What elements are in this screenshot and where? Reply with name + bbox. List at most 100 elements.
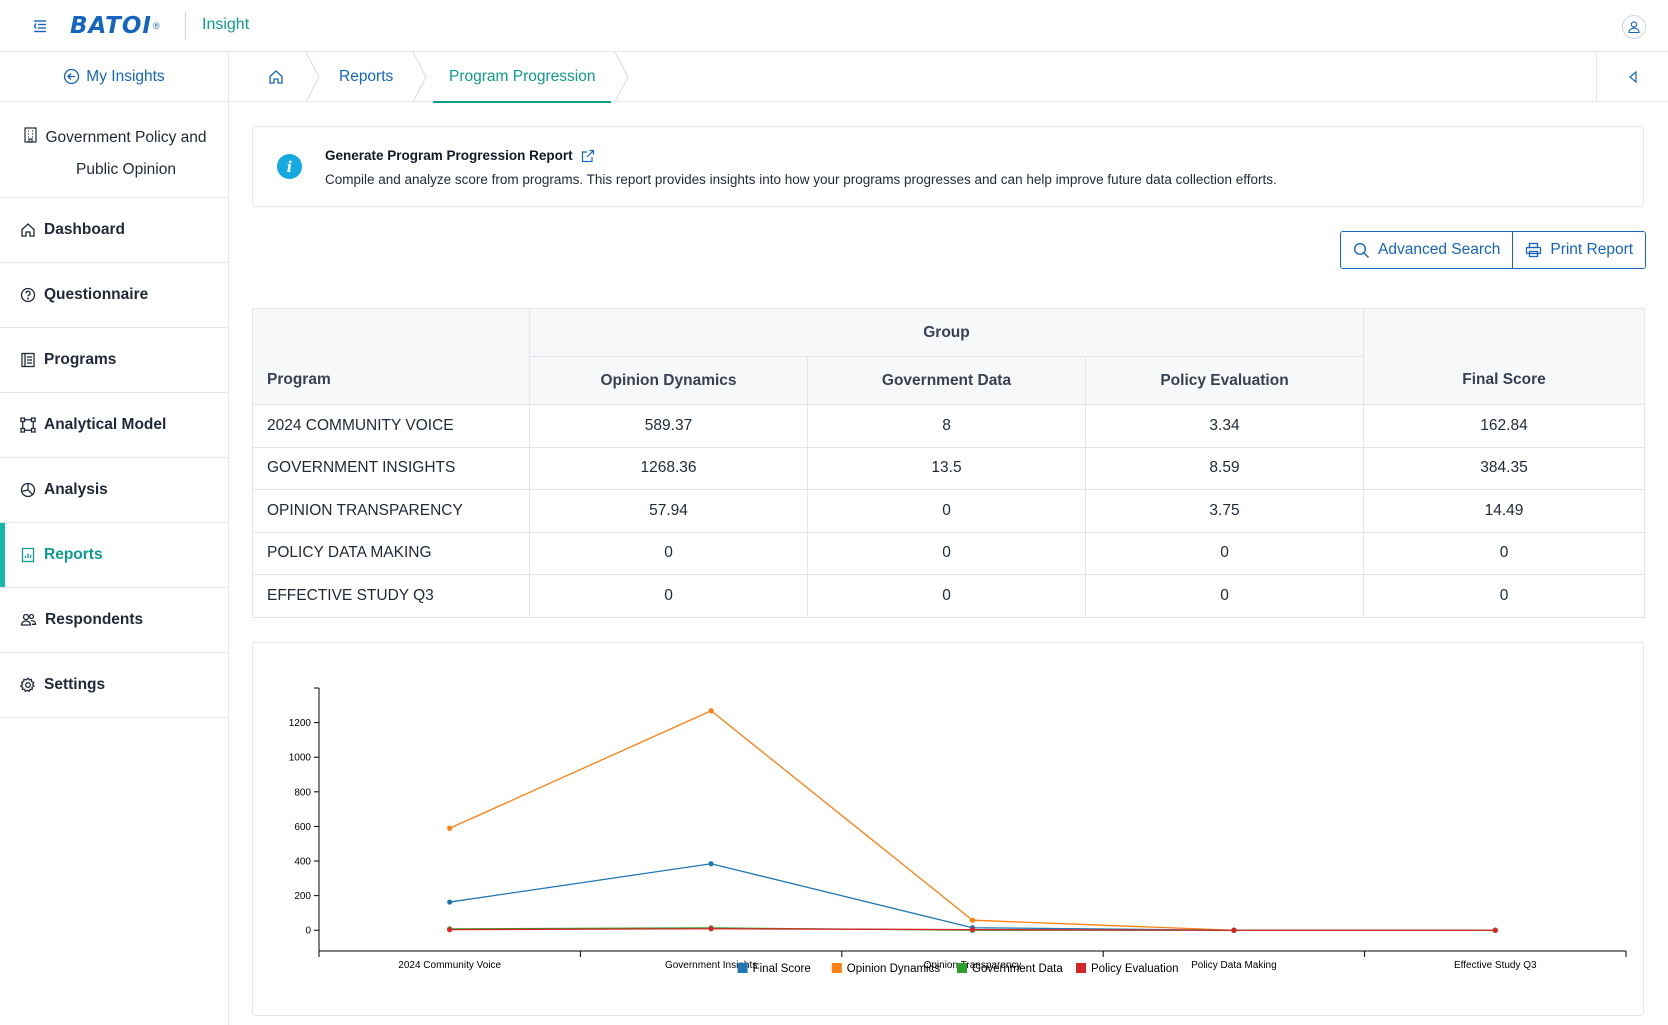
- column-header-program: Program: [252, 308, 530, 405]
- users-icon: [20, 613, 37, 626]
- x-tick-label: 2024 Community Voice: [398, 960, 501, 971]
- legend-swatch: [831, 963, 842, 973]
- print-report-button[interactable]: Print Report: [1512, 232, 1646, 268]
- table-row: 2024 COMMUNITY VOICE 589.37 8 3.34 162.8…: [252, 404, 1646, 448]
- y-tick-label: 600: [294, 822, 311, 833]
- column-header-opinion-dynamics: Opinion Dynamics: [529, 356, 808, 405]
- cell-final-score: 0: [1363, 531, 1646, 575]
- progression-table: Program Group Final Score Opinion Dynami…: [252, 308, 1646, 618]
- cell-government-data: 0: [807, 531, 1086, 575]
- building-icon: [24, 127, 37, 143]
- workspace-title: Government Policy and Public Opinion: [0, 102, 228, 198]
- data-point-policy-evaluation: [1492, 927, 1498, 933]
- user-profile-button[interactable]: [1622, 15, 1646, 39]
- sidebar-item-dashboard[interactable]: Dashboard: [0, 198, 228, 263]
- sidebar-item-label: Reports: [44, 546, 103, 563]
- y-tick-label: 0: [305, 926, 311, 937]
- legend-label: Government Data: [972, 963, 1063, 975]
- cell-opinion-dynamics: 57.94: [529, 489, 808, 533]
- home-icon: [21, 223, 35, 237]
- data-point-policy-evaluation: [447, 927, 453, 933]
- info-banner: i Generate Program Progression Report Co…: [252, 126, 1644, 207]
- cell-opinion-dynamics: 0: [529, 531, 808, 575]
- model-icon: [20, 417, 36, 433]
- menu-toggle-icon[interactable]: [30, 16, 50, 36]
- column-header-government-data: Government Data: [807, 356, 1086, 405]
- sidebar-item-reports[interactable]: Reports: [0, 523, 228, 588]
- report-actions: Advanced Search Print Report: [1340, 231, 1647, 269]
- cell-program: EFFECTIVE STUDY Q3: [252, 574, 530, 618]
- data-point-opinion-dynamics: [969, 917, 976, 923]
- y-tick-label: 400: [294, 857, 311, 868]
- sidebar-item-label: Analysis: [44, 481, 108, 498]
- my-insights-link[interactable]: My Insights: [0, 52, 228, 102]
- progression-line-chart: 0 200 400 600 800 1000 1200 2024 Community Voic…: [289, 687, 1627, 975]
- table-row: POLICY DATA MAKING 0 0 0 0: [252, 531, 1646, 575]
- breadcrumb-reports[interactable]: Reports: [339, 68, 394, 85]
- y-tick-label: 200: [294, 891, 311, 902]
- legend-swatch: [737, 963, 748, 973]
- cell-opinion-dynamics: 589.37: [529, 404, 808, 448]
- x-tick-label: Effective Study Q3: [1454, 960, 1537, 971]
- y-tick-label: 1200: [289, 718, 312, 729]
- sidebar-item-respondents[interactable]: Respondents: [0, 588, 228, 653]
- sidebar-item-programs[interactable]: Programs: [0, 328, 228, 393]
- cell-final-score: 384.35: [1363, 446, 1646, 490]
- cell-policy-evaluation: 0: [1084, 531, 1365, 575]
- sidebar-item-label: Programs: [44, 351, 117, 368]
- breadcrumb-separator-icon: [305, 52, 320, 102]
- cell-policy-evaluation: 0: [1084, 574, 1365, 618]
- collapse-panel-button[interactable]: [1596, 52, 1668, 102]
- legend-label: Final Score: [753, 963, 811, 975]
- breadcrumb-separator-icon: [614, 52, 629, 102]
- workspace-line-1: Government Policy and: [45, 129, 207, 146]
- x-tick-label: Government Insights: [665, 960, 757, 971]
- cell-government-data: 0: [807, 574, 1086, 618]
- cell-policy-evaluation: 8.59: [1084, 446, 1365, 490]
- logo-divider: [185, 12, 186, 40]
- sidebar-item-label: Dashboard: [44, 221, 125, 238]
- sidebar-item-questionnaire[interactable]: Questionnaire: [0, 263, 228, 328]
- user-icon: [1628, 21, 1640, 34]
- sidebar-item-settings[interactable]: Settings: [0, 653, 228, 718]
- cell-opinion-dynamics: 1268.36: [529, 446, 808, 490]
- list-icon: [21, 352, 35, 368]
- progression-chart-card: 0 200 400 600 800 1000 1200 2024 Community Voic…: [252, 642, 1644, 1016]
- print-report-label: Print Report: [1550, 241, 1634, 258]
- data-point-final-score: [708, 861, 714, 867]
- cell-government-data: 0: [807, 489, 1086, 533]
- sidebar-item-analysis[interactable]: Analysis: [0, 458, 228, 523]
- cell-final-score: 162.84: [1363, 404, 1646, 448]
- data-point-policy-evaluation: [969, 926, 976, 933]
- info-description: Compile and analyze score from programs.…: [325, 172, 1277, 187]
- cell-program: 2024 COMMUNITY VOICE: [252, 404, 530, 448]
- x-tick-label: Policy Data Making: [1191, 960, 1277, 971]
- breadcrumb-home[interactable]: [268, 52, 284, 102]
- advanced-search-button[interactable]: Advanced Search: [1341, 232, 1513, 268]
- external-link-icon[interactable]: [581, 149, 595, 163]
- y-tick-label: 800: [294, 787, 311, 798]
- app-name: Insight: [202, 16, 250, 33]
- sidebar-item-label: Settings: [44, 676, 106, 693]
- breadcrumb-program-progression[interactable]: Program Progression: [433, 52, 612, 103]
- cell-program: OPINION TRANSPARENCY: [252, 489, 530, 533]
- table-row: GOVERNMENT INSIGHTS 1268.36 13.5 8.59 38…: [252, 446, 1646, 490]
- info-icon: i: [277, 154, 302, 179]
- series-line-opinion-dynamics: [449, 710, 1496, 931]
- legend-label: Opinion Dynamics: [847, 963, 941, 975]
- cell-final-score: 14.49: [1363, 489, 1646, 533]
- top-bar: BATOI ® Insight: [0, 0, 1668, 52]
- cell-government-data: 8: [807, 404, 1086, 448]
- cell-final-score: 0: [1363, 574, 1646, 618]
- sidebar-item-analytical-model[interactable]: Analytical Model: [0, 393, 228, 458]
- search-icon: [1353, 242, 1369, 258]
- pie-icon: [20, 482, 36, 498]
- sidebar-item-label: Questionnaire: [44, 286, 149, 303]
- legend-swatch: [957, 963, 967, 973]
- sidebar-item-label: Analytical Model: [44, 416, 167, 433]
- brand-logo[interactable]: BATOI ®: [70, 13, 160, 39]
- caret-left-icon: [1628, 71, 1637, 83]
- cell-program: GOVERNMENT INSIGHTS: [252, 446, 530, 490]
- column-group-header: Group: [528, 308, 1365, 357]
- cell-policy-evaluation: 3.75: [1084, 489, 1365, 533]
